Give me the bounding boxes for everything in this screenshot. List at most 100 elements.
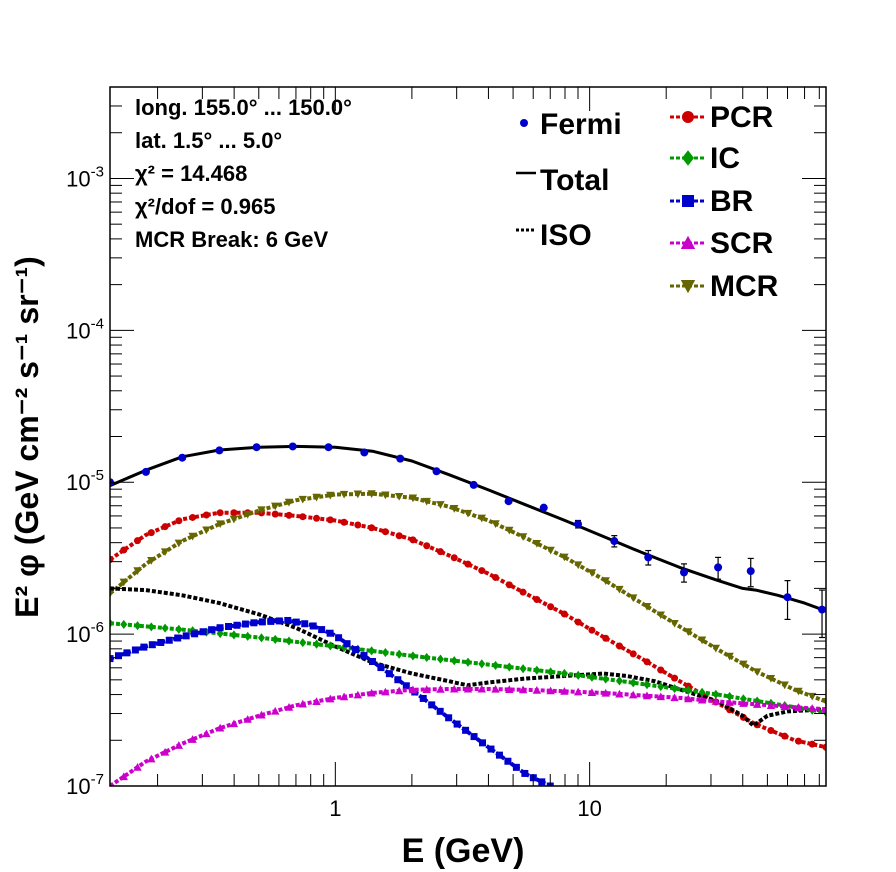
marker-mcr: [133, 567, 142, 576]
marker-ic: [436, 654, 444, 664]
marker-ic: [643, 680, 651, 690]
marker-pcr: [822, 743, 826, 751]
marker-br: [487, 745, 495, 753]
marker-scr: [326, 694, 335, 703]
marker-pcr: [671, 674, 679, 682]
legend-marker-pcr: [682, 111, 694, 123]
marker-mcr: [326, 491, 335, 500]
marker-scr: [381, 687, 390, 696]
marker-ic: [684, 685, 692, 695]
legend-label-scr: SCR: [710, 227, 774, 260]
marker-mcr: [119, 578, 128, 587]
marker-pcr: [615, 642, 623, 650]
marker-br: [479, 739, 487, 747]
marker-mcr: [284, 498, 294, 507]
marker-pcr: [409, 536, 417, 544]
marker-pcr: [588, 626, 596, 634]
marker-br: [419, 694, 427, 702]
series-br: [110, 616, 554, 786]
fermi-point: [396, 454, 405, 463]
marker-br: [292, 618, 300, 626]
marker-scr: [656, 692, 665, 701]
fermi-point: [539, 503, 548, 512]
marker-br: [504, 757, 512, 765]
info-line: long. 155.0° ... 150.0°: [135, 95, 352, 120]
marker-pcr: [147, 529, 155, 537]
marker-pcr: [519, 588, 527, 596]
marker-pcr: [216, 509, 224, 517]
marker-br: [385, 670, 393, 678]
marker-scr: [133, 763, 142, 771]
marker-pcr: [134, 537, 142, 545]
marker-ic: [230, 630, 238, 640]
marker-pcr: [395, 532, 403, 540]
marker-pcr: [602, 634, 610, 642]
marker-br: [157, 638, 165, 646]
legend-marker-mcr: [680, 280, 696, 294]
info-line: MCR Break: 6 GeV: [135, 227, 329, 252]
marker-ic: [409, 651, 417, 661]
fermi-point: [141, 467, 150, 476]
marker-br: [241, 620, 249, 628]
marker-ic: [299, 638, 307, 648]
marker-pcr: [781, 732, 789, 740]
series-iso: [110, 586, 826, 728]
marker-mcr: [408, 494, 418, 503]
marker-scr: [684, 694, 693, 703]
marker-ic: [712, 689, 720, 699]
marker-br: [174, 634, 182, 642]
marker-pcr: [657, 666, 665, 674]
marker-mcr: [615, 585, 624, 594]
marker-mcr: [147, 557, 156, 565]
marker-mcr: [463, 509, 473, 518]
marker-mcr: [353, 490, 363, 499]
marker-mcr: [202, 526, 211, 535]
legend-marker-br: [682, 195, 694, 207]
x-axis-label: E (GeV): [402, 832, 525, 870]
marker-mcr: [546, 546, 555, 555]
marker-br: [199, 628, 207, 636]
marker-scr: [160, 747, 170, 756]
marker-ic: [368, 646, 376, 656]
marker-scr: [629, 690, 638, 699]
marker-br: [394, 676, 402, 684]
legend: Fermi Total ISO PCR IC BR SCR MCR: [516, 101, 779, 303]
marker-scr: [353, 690, 363, 699]
marker-pcr: [423, 542, 431, 550]
fermi-point: [746, 567, 755, 576]
marker-pcr: [767, 726, 775, 734]
marker-pcr: [574, 618, 582, 626]
marker-ic: [147, 622, 155, 632]
marker-mcr: [110, 590, 115, 598]
marker-pcr: [189, 513, 197, 521]
marker-mcr: [780, 681, 789, 690]
marker-ic: [175, 624, 183, 634]
marker-mcr: [243, 510, 252, 519]
marker-mcr: [505, 526, 514, 535]
marker-scr: [298, 699, 307, 708]
marker-scr: [450, 684, 459, 693]
marker-pcr: [313, 514, 321, 522]
marker-br: [284, 616, 292, 624]
marker-br: [352, 646, 360, 654]
fermi-point: [504, 497, 513, 506]
info-box: long. 155.0° ... 150.0° lat. 1.5° ... 5.0…: [135, 95, 352, 252]
marker-scr: [284, 703, 294, 711]
marker-br: [275, 617, 283, 625]
legend-marker-ic: [682, 150, 694, 166]
axes: 10-7 10-6 10-5 10-4 10-3 1 10: [66, 86, 827, 821]
fermi-point: [178, 453, 187, 462]
marker-mcr: [394, 492, 404, 501]
marker-br: [165, 636, 173, 644]
marker-scr: [587, 688, 597, 696]
series-ic: [110, 618, 826, 717]
marker-ic: [478, 659, 486, 669]
marker-pcr: [368, 524, 376, 532]
marker-mcr: [794, 687, 803, 696]
marker-br: [233, 621, 241, 629]
marker-pcr: [643, 658, 651, 666]
marker-br: [114, 652, 122, 660]
marker-br: [216, 624, 224, 632]
marker-scr: [188, 735, 197, 743]
marker-ic: [313, 639, 321, 649]
